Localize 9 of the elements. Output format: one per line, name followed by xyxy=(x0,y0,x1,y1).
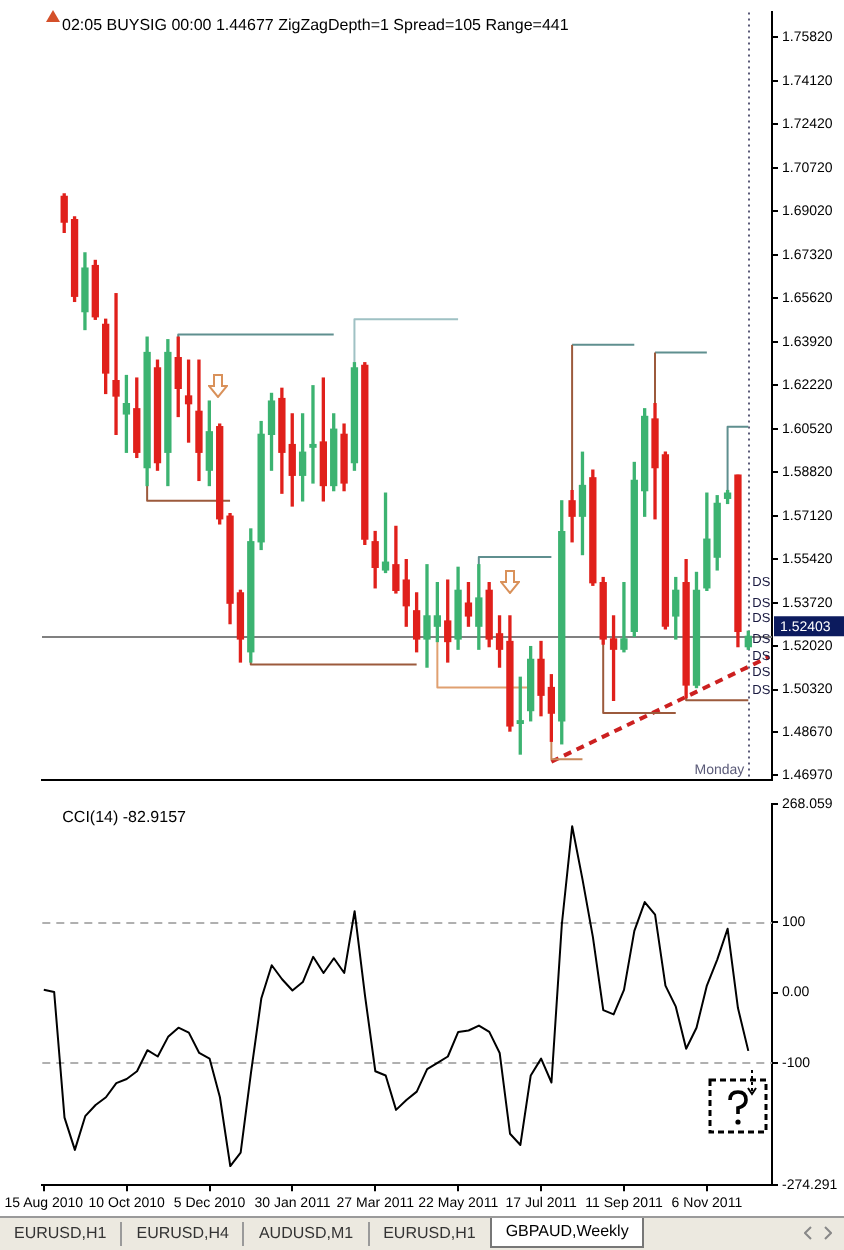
candlestick xyxy=(309,385,317,484)
tab[interactable]: EURUSD,H1 xyxy=(0,1222,121,1246)
candlestick xyxy=(112,293,120,436)
candlestick xyxy=(620,582,628,653)
tab[interactable]: GBPAUD,Weekly xyxy=(489,1218,645,1248)
tab[interactable]: AUDUSD,M1 xyxy=(242,1222,368,1246)
chart-title: CCI(14) -82.9157 xyxy=(62,808,188,827)
tab[interactable]: EURUSD,H4 xyxy=(120,1222,243,1246)
chart-title: 02:05 BUYSIG 00:00 1.44677 ZigZagDepth=1 Spread=105 Range=441 xyxy=(62,16,570,35)
